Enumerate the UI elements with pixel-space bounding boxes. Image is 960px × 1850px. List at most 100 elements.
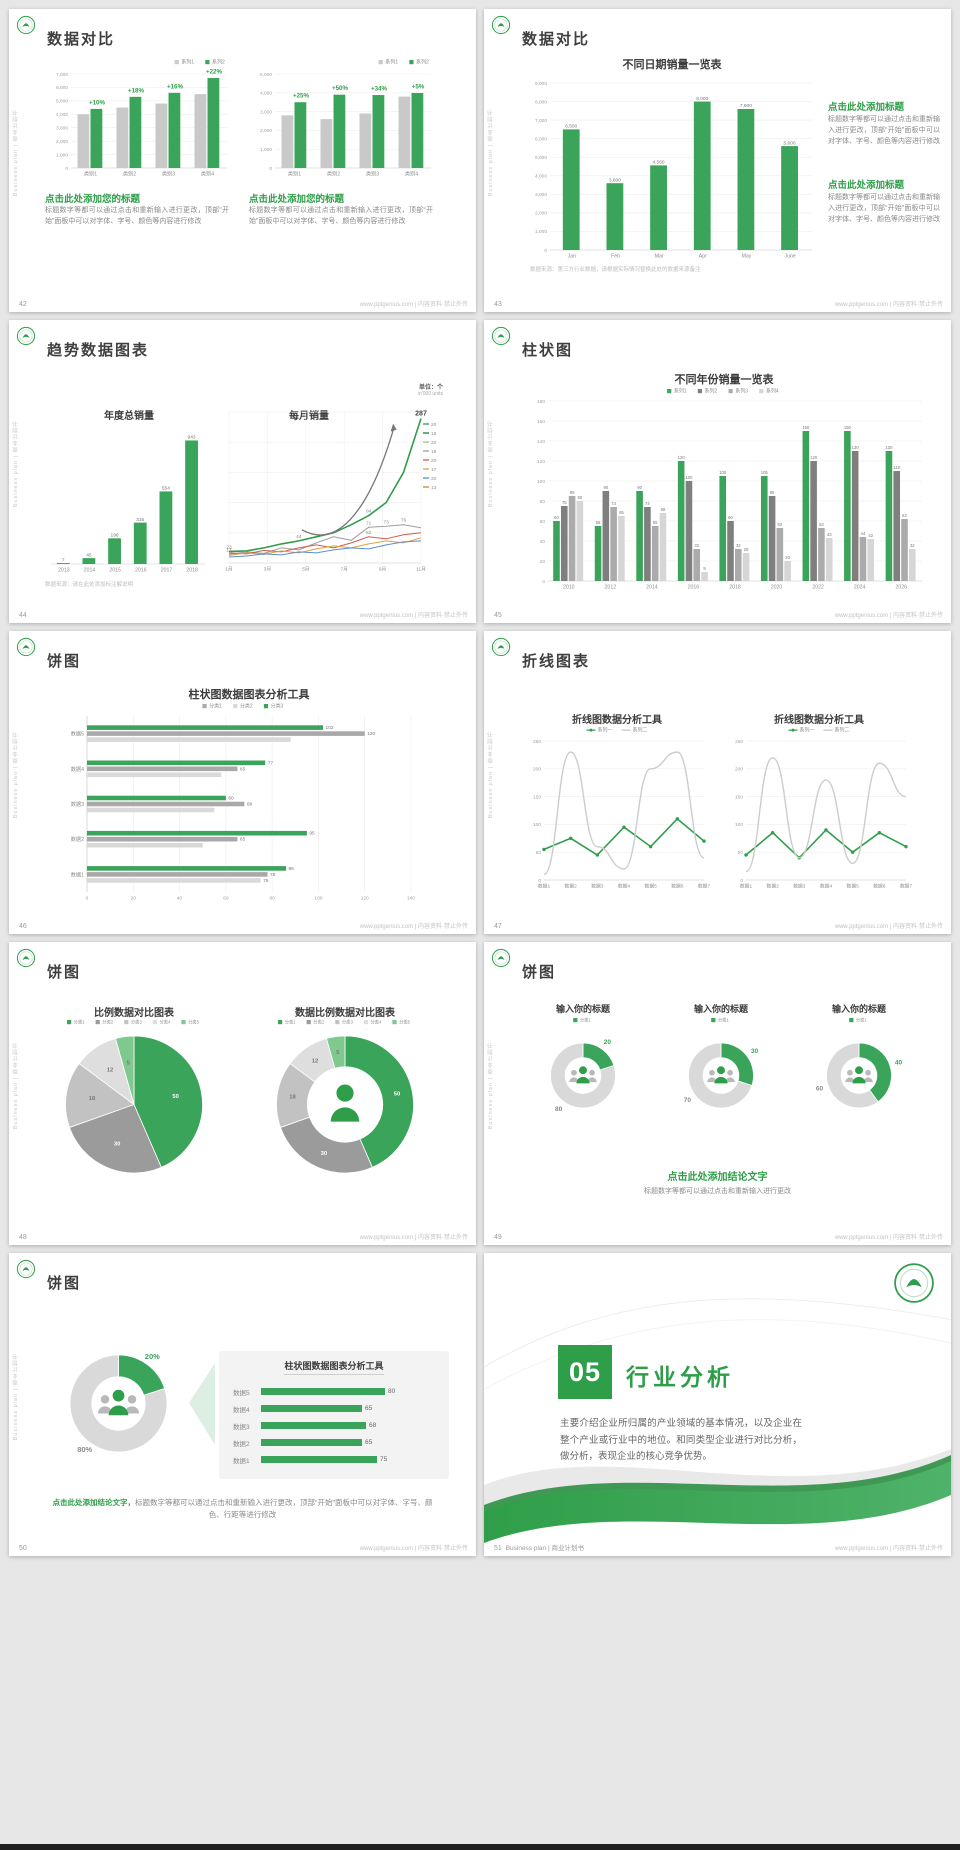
svg-text:分类3: 分类3 [342, 1019, 354, 1026]
panel-rows: 数据5 80 数据4 65 数据3 68 数据2 65 数据1 75 [233, 1383, 439, 1468]
slide-46[interactable]: Business plan | 商业计划书 饼图 柱状图数据图表分析工具 0 20… [9, 631, 476, 934]
svg-text:0: 0 [65, 166, 68, 172]
donut-chart: 20% 80% [51, 1341, 186, 1466]
slide-50[interactable]: Business plan | 商业计划书 饼图 20% 80% 柱状图数据图表分… [9, 1253, 476, 1556]
page-number: 43 [494, 301, 502, 308]
svg-text:5,000: 5,000 [260, 72, 272, 78]
svg-text:20: 20 [431, 476, 437, 482]
panel-row: 数据3 68 [233, 1422, 377, 1431]
page-number: 45 [494, 612, 502, 619]
svg-text:9: 9 [703, 566, 706, 571]
slide-title: 折线图表 [522, 653, 591, 670]
svg-text:30: 30 [751, 1048, 759, 1055]
svg-text:17: 17 [226, 547, 232, 553]
svg-text:分类1: 分类1 [285, 1019, 297, 1026]
svg-text:150: 150 [844, 425, 852, 430]
svg-text:4,000: 4,000 [260, 91, 272, 97]
slide-title: 饼图 [47, 964, 82, 981]
svg-text:+22%: +22% [206, 69, 222, 76]
sidebar-watermark: Business plan | 商业计划书 [488, 731, 494, 819]
svg-text:数据2: 数据2 [565, 883, 578, 890]
svg-text:80%: 80% [77, 1445, 92, 1454]
grouped-bar-chart-left: 7,000 6,000 5,000 4,000 3,000 2,000 1,000 0 类别1 +… [45, 57, 231, 179]
svg-text:类别3: 类别3 [366, 170, 379, 178]
svg-text:40: 40 [177, 896, 183, 902]
svg-text:53: 53 [778, 522, 783, 527]
svg-text:196: 196 [111, 533, 119, 539]
brand-logo-icon [16, 15, 36, 35]
svg-text:分类3: 分类3 [131, 1019, 143, 1026]
svg-text:数据1: 数据1 [71, 870, 84, 878]
slide-48[interactable]: Business plan | 商业计划书 饼图 比例数据对比图表 分类1 分类2… [9, 942, 476, 1245]
panel-row: 数据2 65 [233, 1439, 373, 1448]
svg-text:数据3: 数据3 [591, 883, 604, 890]
svg-text:系列一: 系列一 [800, 727, 815, 734]
svg-text:120: 120 [810, 455, 818, 460]
svg-text:73: 73 [383, 519, 389, 525]
sidebar-watermark: Business plan | 商业计划书 [13, 109, 19, 197]
svg-text:74: 74 [611, 501, 616, 506]
svg-text:分类1: 分类1 [856, 1017, 868, 1024]
chart-title: 折线图数据分析工具 [572, 715, 662, 726]
svg-text:316: 316 [136, 517, 144, 523]
svg-text:13: 13 [431, 485, 437, 491]
footer-url: www.pptgenius.com | 内容资料·禁止外传 [359, 1235, 468, 1241]
svg-text:系列2: 系列2 [416, 59, 429, 66]
slide-title: 饼图 [47, 1275, 82, 1292]
slide-42[interactable]: Business plan | 商业计划书 数据对比 7,000 6,000 5,0… [9, 9, 476, 312]
svg-text:30: 30 [321, 1151, 327, 1157]
svg-text:数据4: 数据4 [71, 765, 84, 773]
slide-44[interactable]: Business plan | 商业计划书 趋势数据图表 年度总销量 2013 7… [9, 320, 476, 623]
page-number: 46 [19, 923, 27, 930]
svg-text:44: 44 [296, 534, 302, 540]
svg-text:150: 150 [533, 794, 541, 800]
svg-text:1,000: 1,000 [260, 147, 272, 153]
footer-url: www.pptgenius.com | 内容资料·禁止外传 [359, 302, 468, 308]
slide-45[interactable]: Business plan | 商业计划书 柱状图 不同年份销量一览表 180 1… [484, 320, 951, 623]
svg-text:系列1: 系列1 [674, 388, 687, 395]
svg-text:4,560: 4,560 [653, 160, 665, 166]
svg-text:100: 100 [533, 822, 541, 828]
svg-text:+16%: +16% [167, 83, 183, 90]
svg-text:5,000: 5,000 [535, 155, 547, 161]
svg-text:+10%: +10% [89, 99, 105, 106]
svg-text:55: 55 [596, 520, 601, 525]
svg-text:数据2: 数据2 [767, 883, 780, 890]
item-title: 输入你的标题 [555, 1004, 610, 1014]
line-chart-left: 250 200 150 100 50 0 数据1 数据2 数据3 数据4 数据5 数据6 数据7 系列一 系… [524, 725, 710, 891]
conclusion-title: 点击此处添加结论文字 [667, 1172, 768, 1183]
svg-text:类别2: 类别2 [327, 170, 340, 178]
svg-text:60: 60 [728, 515, 733, 520]
svg-text:2014: 2014 [646, 585, 658, 591]
svg-text:20: 20 [431, 440, 437, 446]
svg-text:23: 23 [226, 544, 232, 550]
svg-text:5: 5 [127, 1060, 131, 1066]
svg-text:65: 65 [619, 510, 624, 515]
svg-text:0: 0 [542, 579, 545, 585]
svg-text:系列二: 系列二 [633, 727, 648, 734]
svg-text:6,500: 6,500 [565, 124, 577, 130]
svg-text:2015: 2015 [109, 568, 121, 574]
annual-sales-bar-chart: 2013 7 2014 45 2015 196 2016 316 2017 554 2018 943 [45, 421, 209, 575]
slide-51[interactable]: 05 行业分析 主要介绍企业所归属的产业领域的基本情况，以及企业在整个产业或行业… [484, 1253, 951, 1556]
slide-43[interactable]: Business plan | 商业计划书 数据对比 不同日期销量一览表 9,0… [484, 9, 951, 312]
slide-49[interactable]: Business plan | 商业计划书 饼图 输入你的标题 分类1 20 80 … [484, 942, 951, 1245]
brand-logo-icon [491, 637, 511, 657]
svg-text:数据6: 数据6 [873, 883, 886, 890]
svg-text:7,000: 7,000 [56, 72, 68, 78]
svg-text:5,600: 5,600 [784, 140, 796, 146]
svg-text:105: 105 [761, 470, 769, 475]
svg-text:分类1: 分类1 [74, 1019, 86, 1026]
svg-text:3,000: 3,000 [535, 192, 547, 198]
svg-text:50: 50 [394, 1092, 400, 1098]
svg-text:3月: 3月 [264, 567, 271, 573]
slide-47[interactable]: Business plan | 商业计划书 折线图表 折线图数据分析工具 250… [484, 631, 951, 934]
caption-body: 标题数字等都可以通过点击和重新输入进行更改，顶部“开始”面板中可以对字体、字号、… [828, 194, 940, 224]
svg-text:数据7: 数据7 [900, 883, 912, 890]
brand-logo-icon [16, 948, 36, 968]
svg-text:8,000: 8,000 [696, 96, 708, 102]
data-source-note: 数据来源：请在此处添加标注解说明 [45, 582, 134, 588]
chart-title: 不同日期销量一览表 [622, 59, 722, 71]
svg-text:17: 17 [431, 467, 437, 473]
